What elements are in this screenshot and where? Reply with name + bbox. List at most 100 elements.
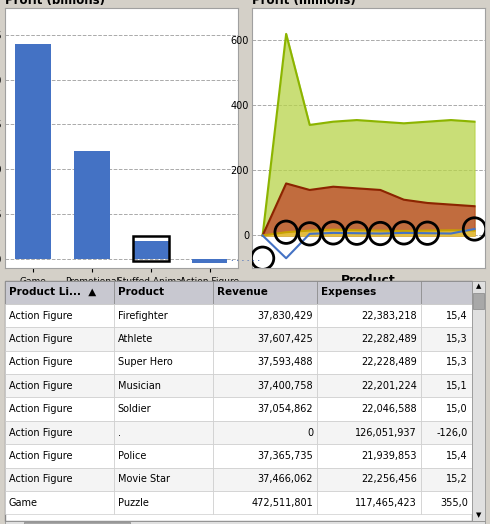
FancyBboxPatch shape xyxy=(317,351,421,374)
FancyBboxPatch shape xyxy=(114,397,213,421)
Text: 37,466,062: 37,466,062 xyxy=(258,474,313,484)
FancyBboxPatch shape xyxy=(421,491,472,515)
FancyBboxPatch shape xyxy=(213,397,317,421)
Point xyxy=(400,228,408,237)
Text: 21,939,853: 21,939,853 xyxy=(362,451,417,461)
FancyBboxPatch shape xyxy=(317,374,421,397)
FancyBboxPatch shape xyxy=(421,444,472,467)
Text: 37,593,488: 37,593,488 xyxy=(258,357,313,367)
FancyBboxPatch shape xyxy=(421,351,472,374)
Text: 37,365,735: 37,365,735 xyxy=(257,451,313,461)
Text: 22,201,224: 22,201,224 xyxy=(361,381,417,391)
FancyBboxPatch shape xyxy=(317,444,421,467)
FancyBboxPatch shape xyxy=(5,421,114,444)
Text: 15,2: 15,2 xyxy=(446,474,468,484)
FancyBboxPatch shape xyxy=(421,304,472,328)
Point xyxy=(306,230,314,238)
FancyBboxPatch shape xyxy=(5,328,114,351)
Text: Musician: Musician xyxy=(118,381,161,391)
Point xyxy=(470,225,478,233)
FancyBboxPatch shape xyxy=(213,351,317,374)
Bar xyxy=(192,259,227,263)
FancyBboxPatch shape xyxy=(317,397,421,421)
Text: Firefighter: Firefighter xyxy=(118,311,168,321)
Text: 22,046,588: 22,046,588 xyxy=(362,404,417,414)
FancyBboxPatch shape xyxy=(5,467,114,491)
Text: 15,4: 15,4 xyxy=(446,311,468,321)
Text: 15,4: 15,4 xyxy=(446,451,468,461)
Text: 15,0: 15,0 xyxy=(446,404,468,414)
Text: Action Figure: Action Figure xyxy=(9,311,72,321)
FancyBboxPatch shape xyxy=(213,328,317,351)
FancyBboxPatch shape xyxy=(421,374,472,397)
Text: . . . . . .: . . . . . . xyxy=(230,256,260,263)
Text: 126,051,937: 126,051,937 xyxy=(355,428,417,438)
FancyBboxPatch shape xyxy=(5,280,114,304)
FancyBboxPatch shape xyxy=(5,521,485,524)
Text: 22,256,456: 22,256,456 xyxy=(361,474,417,484)
Bar xyxy=(74,151,110,259)
Text: Expenses: Expenses xyxy=(321,287,376,297)
Text: 15,3: 15,3 xyxy=(446,357,468,367)
Bar xyxy=(16,43,51,259)
Point xyxy=(282,228,290,236)
Text: 37,054,862: 37,054,862 xyxy=(257,404,313,414)
X-axis label: Product: Product xyxy=(341,274,396,287)
Text: Action Figure: Action Figure xyxy=(9,404,72,414)
Text: 22,282,489: 22,282,489 xyxy=(361,334,417,344)
FancyBboxPatch shape xyxy=(5,491,114,515)
FancyBboxPatch shape xyxy=(114,491,213,515)
Bar xyxy=(133,241,169,259)
Text: 15,3: 15,3 xyxy=(446,334,468,344)
Point xyxy=(329,228,337,237)
Text: 37,607,425: 37,607,425 xyxy=(257,334,313,344)
FancyBboxPatch shape xyxy=(317,491,421,515)
FancyBboxPatch shape xyxy=(421,280,472,304)
Text: Soldier: Soldier xyxy=(118,404,151,414)
Text: .: . xyxy=(118,428,121,438)
Text: ▲: ▲ xyxy=(476,283,481,290)
FancyBboxPatch shape xyxy=(114,467,213,491)
Text: Action Figure: Action Figure xyxy=(9,334,72,344)
FancyBboxPatch shape xyxy=(421,421,472,444)
Text: ▼: ▼ xyxy=(476,512,481,518)
FancyBboxPatch shape xyxy=(213,280,317,304)
Point xyxy=(376,230,384,238)
FancyBboxPatch shape xyxy=(114,328,213,351)
FancyBboxPatch shape xyxy=(421,467,472,491)
FancyBboxPatch shape xyxy=(5,444,114,467)
Text: 37,400,758: 37,400,758 xyxy=(257,381,313,391)
FancyBboxPatch shape xyxy=(5,351,114,374)
Text: Puzzle: Puzzle xyxy=(118,498,148,508)
Text: 15,1: 15,1 xyxy=(446,381,468,391)
FancyBboxPatch shape xyxy=(213,444,317,467)
X-axis label: Product Line: Product Line xyxy=(77,291,166,304)
FancyBboxPatch shape xyxy=(317,421,421,444)
FancyBboxPatch shape xyxy=(114,351,213,374)
FancyBboxPatch shape xyxy=(317,328,421,351)
FancyBboxPatch shape xyxy=(213,421,317,444)
FancyBboxPatch shape xyxy=(5,280,472,521)
FancyBboxPatch shape xyxy=(421,397,472,421)
FancyBboxPatch shape xyxy=(213,374,317,397)
FancyBboxPatch shape xyxy=(5,374,114,397)
Point xyxy=(259,254,267,263)
Text: 117,465,423: 117,465,423 xyxy=(355,498,417,508)
FancyBboxPatch shape xyxy=(114,304,213,328)
FancyBboxPatch shape xyxy=(114,421,213,444)
Text: Product Li...  ▲: Product Li... ▲ xyxy=(9,287,96,297)
FancyBboxPatch shape xyxy=(317,467,421,491)
Text: 22,383,218: 22,383,218 xyxy=(362,311,417,321)
FancyBboxPatch shape xyxy=(114,280,213,304)
Text: Product: Product xyxy=(118,287,164,297)
Text: Action Figure: Action Figure xyxy=(9,428,72,438)
FancyBboxPatch shape xyxy=(114,374,213,397)
Text: Action Figure: Action Figure xyxy=(9,357,72,367)
Text: 472,511,801: 472,511,801 xyxy=(251,498,313,508)
Text: Action Figure: Action Figure xyxy=(9,451,72,461)
FancyBboxPatch shape xyxy=(114,444,213,467)
FancyBboxPatch shape xyxy=(24,522,130,524)
FancyBboxPatch shape xyxy=(213,491,317,515)
Text: 0: 0 xyxy=(307,428,313,438)
FancyBboxPatch shape xyxy=(473,292,484,309)
